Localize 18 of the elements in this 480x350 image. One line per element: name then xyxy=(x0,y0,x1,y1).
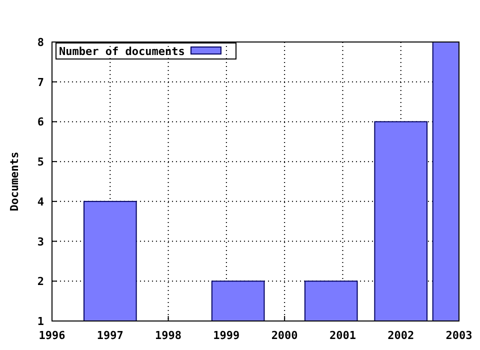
x-tick-label: 2003 xyxy=(446,329,472,342)
y-tick-label: 7 xyxy=(37,76,44,89)
y-tick-label: 6 xyxy=(37,116,44,129)
x-tick-label: 2001 xyxy=(329,329,356,342)
legend-label: Number of documents xyxy=(59,45,185,58)
x-tick-label: 1999 xyxy=(213,329,240,342)
y-tick-label: 2 xyxy=(37,275,44,288)
y-axis-title: Documents xyxy=(8,152,21,212)
x-tick-label: 1996 xyxy=(38,329,66,342)
x-tick-label: 2002 xyxy=(388,329,414,342)
y-tick-label: 1 xyxy=(37,315,44,328)
y-tick-label: 4 xyxy=(37,195,44,208)
y-tick-label: 5 xyxy=(37,156,44,169)
y-tick-label: 8 xyxy=(37,36,44,49)
x-tick-label: 1997 xyxy=(96,329,124,342)
x-tick-label: 2000 xyxy=(271,329,298,342)
y-tick-label: 3 xyxy=(37,235,44,248)
x-tick-label: 1998 xyxy=(155,329,182,342)
